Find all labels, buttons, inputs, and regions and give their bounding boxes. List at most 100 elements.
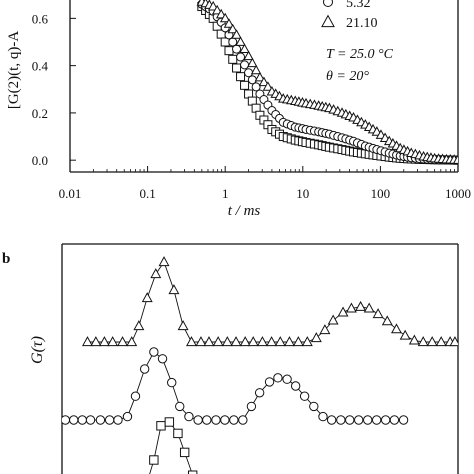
distribution-point	[273, 373, 283, 383]
distribution-point	[318, 411, 328, 422]
data-point-a	[262, 81, 274, 91]
data-point-a	[228, 54, 238, 64]
distribution-circle	[62, 347, 409, 425]
distribution-point	[363, 302, 375, 313]
distribution-point	[133, 320, 145, 331]
distribution-point	[175, 401, 185, 412]
data-point-a	[258, 76, 270, 87]
distribution-point	[337, 306, 349, 317]
distribution-point	[398, 415, 409, 425]
distribution-point	[238, 415, 248, 425]
distribution-point	[107, 336, 119, 347]
distribution-point	[363, 415, 373, 425]
x-axis-label-a: t / ms	[228, 203, 261, 219]
distribution-point	[390, 323, 402, 334]
distribution-point	[266, 336, 278, 347]
distribution-point	[168, 284, 180, 295]
distribution-point	[292, 336, 304, 347]
data-point-a	[219, 12, 231, 23]
data-point-a	[236, 72, 246, 82]
distribution-point	[193, 415, 203, 425]
data-point-a	[254, 71, 266, 82]
distribution-point	[221, 336, 233, 347]
distribution-point	[256, 336, 268, 347]
distribution-point	[173, 428, 183, 439]
distribution-point	[283, 336, 295, 347]
distribution-point	[264, 377, 275, 387]
plot-area-a	[196, 0, 458, 165]
distribution-point	[345, 302, 357, 313]
distribution-point	[177, 320, 189, 331]
data-point-a	[243, 50, 254, 61]
distribution-point	[90, 336, 102, 347]
distribution-point	[150, 268, 162, 279]
legend-marker-circle	[323, 0, 333, 7]
distribution-point	[82, 336, 93, 347]
legend-marker-triangle	[321, 14, 335, 28]
distribution-point	[167, 377, 177, 388]
distribution-point	[449, 336, 458, 347]
x-tick-label-a: 0.01	[59, 186, 82, 201]
distribution-point	[141, 292, 153, 303]
distribution-point	[117, 336, 129, 347]
distribution-point	[336, 415, 346, 425]
legend-label-circle: 5.32	[346, 0, 371, 11]
distribution-point	[372, 308, 384, 319]
distribution-point	[355, 300, 367, 311]
x-tick-label-a: 0.1	[139, 186, 155, 201]
distribution-point	[212, 336, 224, 347]
distribution-point	[229, 415, 239, 425]
data-point-a	[240, 80, 250, 90]
distribution-point	[187, 470, 198, 474]
distribution-point	[156, 421, 166, 431]
data-point-a	[224, 46, 234, 56]
annotation-temperature: T = 25.0 °C	[326, 47, 394, 62]
data-point-a	[231, 29, 242, 39]
panel-b: b G(τ)	[2, 243, 459, 474]
distribution-point	[77, 415, 87, 425]
distribution-point	[371, 415, 382, 425]
data-point-a	[251, 82, 261, 92]
distribution-point	[327, 314, 339, 325]
distribution-line	[65, 351, 404, 421]
y-tick-label-a: 0.2	[32, 106, 48, 121]
distribution-point	[399, 329, 411, 340]
data-point-a	[235, 36, 246, 46]
data-point-a	[211, 4, 223, 15]
data-point-a	[239, 43, 250, 53]
distribution-point	[319, 324, 331, 335]
legend-label-triangle: 21.10	[346, 16, 378, 31]
distribution-point	[122, 411, 133, 422]
x-tick-label-a: 1	[222, 186, 229, 201]
data-point-a	[223, 18, 235, 28]
distribution-point	[254, 388, 265, 398]
distribution-point	[164, 417, 175, 427]
distribution-point	[203, 336, 215, 347]
distribution-point	[274, 336, 286, 347]
distribution-point	[211, 415, 221, 425]
x-tick-label-a: 1000	[445, 186, 471, 201]
distribution-point	[309, 401, 319, 412]
distribution-point	[220, 415, 230, 425]
distribution-point	[130, 391, 141, 401]
distribution-point	[230, 336, 242, 347]
distribution-point	[202, 415, 212, 425]
data-point-a	[227, 23, 239, 34]
distribution-point	[326, 415, 337, 425]
x-tick-label-a: 100	[371, 186, 391, 201]
y-axis-label-b: G(τ)	[29, 336, 46, 364]
x-tick-label-a: 10	[296, 186, 309, 201]
distribution-point	[381, 315, 393, 326]
distribution-point	[301, 336, 313, 347]
distribution-point	[139, 364, 150, 374]
distribution-triangle	[82, 256, 458, 347]
distribution-point	[282, 374, 292, 384]
distribution-point	[149, 455, 159, 465]
legend-a: 5.32 21.10	[321, 0, 378, 31]
data-point-a	[240, 60, 250, 70]
distribution-point	[417, 336, 429, 347]
distribution-point	[345, 415, 355, 425]
data-point-a	[236, 52, 246, 62]
series-a-triangle	[196, 0, 458, 164]
distribution-point	[149, 347, 159, 357]
